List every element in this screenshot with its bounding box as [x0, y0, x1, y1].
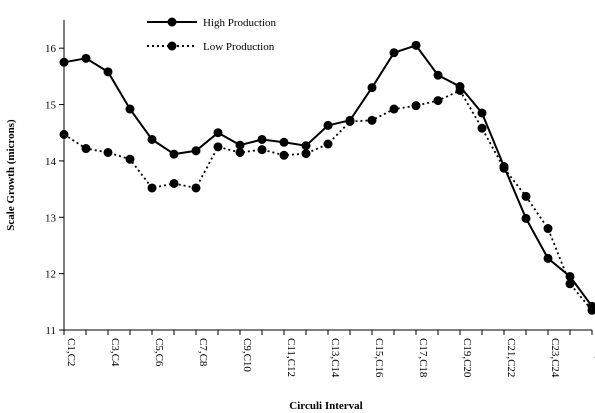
data-point-low: [301, 149, 311, 159]
data-point-high: [279, 137, 289, 147]
x-axis: C1,C2 C3,C4 C5,C6 C7,C8 C9,C10 C11,C12 C13,C14…: [63, 329, 595, 378]
legend-marker-low: [167, 41, 177, 51]
x-tick-label: C25,C26: [593, 338, 595, 378]
series-line-high: [63, 44, 593, 307]
x-tick-label: C5,C6: [153, 338, 165, 367]
x-tick-label: C7,C8: [197, 338, 209, 367]
data-point-high: [543, 253, 553, 263]
legend: High Production Low Production: [147, 17, 277, 53]
x-tick-label: C9,C10: [241, 338, 253, 372]
y-tick-label: 15: [45, 100, 57, 112]
x-tick-label: C13,C14: [329, 338, 341, 378]
data-point-low: [59, 129, 69, 139]
data-point-low: [235, 147, 245, 157]
x-tick-label: C1,C2: [65, 338, 77, 366]
data-point-low: [455, 85, 465, 95]
data-point-high: [59, 57, 69, 67]
data-point-low: [411, 101, 421, 111]
legend-marker-high: [167, 17, 177, 27]
data-point-low: [147, 183, 157, 193]
data-point-high: [411, 40, 421, 50]
data-point-high: [477, 108, 487, 118]
data-point-high: [257, 134, 267, 144]
data-point-low: [103, 147, 113, 157]
data-point-high: [213, 128, 223, 138]
x-tick-label: C17,C18: [417, 338, 429, 378]
y-axis: 11 12 13 14 15 16: [45, 20, 65, 337]
y-tick-label: 14: [45, 156, 57, 168]
data-point-high: [81, 53, 91, 63]
data-point-low: [323, 139, 333, 149]
x-tick-label: C3,C4: [109, 338, 121, 367]
data-point-high: [235, 140, 245, 150]
x-axis-title: Circuli Interval: [289, 400, 362, 412]
y-tick-label: 12: [45, 269, 56, 281]
legend-label-high: High Production: [203, 17, 277, 29]
data-point-high: [565, 271, 575, 281]
data-point-high: [169, 149, 179, 159]
data-point-low: [521, 191, 531, 201]
data-point-high: [389, 48, 399, 58]
data-point-low: [587, 305, 595, 315]
data-point-high: [147, 134, 157, 144]
data-point-low: [565, 279, 575, 289]
legend-label-low: Low Production: [203, 41, 275, 53]
series-layer: [59, 40, 595, 315]
data-point-high: [323, 120, 333, 130]
data-point-low: [433, 96, 443, 106]
data-point-low: [543, 224, 553, 234]
data-point-low: [345, 116, 355, 126]
data-point-low: [279, 150, 289, 160]
data-point-low: [81, 144, 91, 154]
y-axis-title: Scale Growth (microns): [5, 119, 17, 231]
data-point-low: [125, 154, 135, 164]
x-tick-label: C11,C12: [285, 338, 297, 377]
data-point-high: [521, 213, 531, 223]
data-point-low: [367, 115, 377, 125]
data-point-high: [367, 83, 377, 93]
data-point-high: [191, 146, 201, 156]
data-point-low: [213, 142, 223, 152]
x-tick-label: C21,C22: [505, 338, 517, 377]
data-point-high: [125, 104, 135, 114]
x-ticks: C1,C2 C3,C4 C5,C6 C7,C8 C9,C10 C11,C12 C13,C14…: [63, 330, 595, 378]
data-point-high: [103, 67, 113, 77]
data-point-high: [433, 70, 443, 80]
data-point-low: [389, 104, 399, 114]
data-point-high: [301, 141, 311, 151]
data-point-low: [191, 183, 201, 193]
data-point-low: [499, 163, 509, 173]
x-tick-label: C15,C16: [373, 338, 385, 378]
x-tick-label: C23,C24: [549, 338, 561, 378]
data-point-low: [257, 145, 267, 155]
data-point-low: [477, 123, 487, 133]
y-tick-label: 16: [45, 43, 57, 55]
x-tick-label: C19,C20: [461, 338, 473, 378]
y-tick-label: 13: [45, 212, 57, 224]
y-ticks: 11 12 13 14 15 16: [45, 43, 64, 337]
y-tick-label: 11: [45, 325, 56, 337]
data-point-low: [169, 178, 179, 188]
